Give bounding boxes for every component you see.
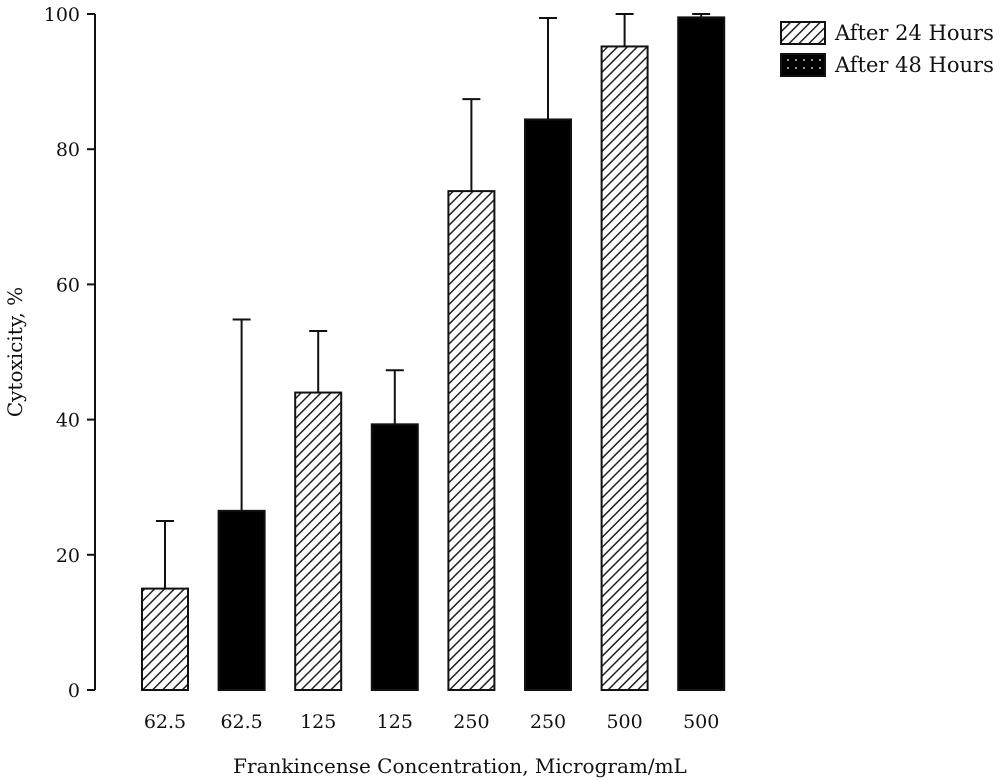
y-tick-label: 20 <box>56 545 80 567</box>
x-tick-label: 62.5 <box>144 711 186 733</box>
x-tick-label: 500 <box>683 711 719 733</box>
bar-8 <box>677 16 726 691</box>
x-tick-label: 250 <box>530 711 566 733</box>
bar-2 <box>217 509 266 691</box>
y-axis-title: Cytoxicity, % <box>3 287 27 417</box>
legend-label: After 24 Hours <box>834 21 994 45</box>
bar-4 <box>370 423 419 691</box>
bar-6 <box>524 118 572 692</box>
bar-3 <box>294 391 343 691</box>
bar-1 <box>141 587 189 691</box>
y-tick-label: 0 <box>68 680 80 702</box>
legend: After 24 Hours After 48 Hours <box>780 21 994 77</box>
x-tick-label: 500 <box>606 711 642 733</box>
legend-label: After 48 Hours <box>834 53 994 77</box>
bar-7 <box>600 45 649 691</box>
x-tick-label: 250 <box>453 711 489 733</box>
y-tick-label: 80 <box>56 139 80 161</box>
x-tick-label: 125 <box>377 711 413 733</box>
legend-swatch <box>780 53 826 77</box>
y-tick-label: 100 <box>44 4 80 26</box>
legend-swatch <box>780 21 826 45</box>
y-tick-label: 60 <box>56 274 80 296</box>
x-tick-label: 62.5 <box>220 711 262 733</box>
x-tick-label: 125 <box>300 711 336 733</box>
x-axis-title: Frankincense Concentration, Microgram/mL <box>233 754 687 778</box>
y-tick-label: 40 <box>56 410 80 432</box>
bar-5 <box>447 190 496 691</box>
